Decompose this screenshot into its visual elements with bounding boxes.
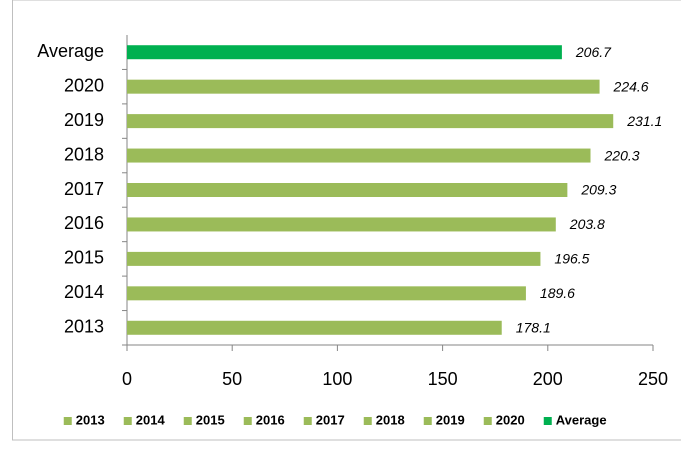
x-tick-label: 150 (428, 369, 458, 389)
value-label: 224.6 (613, 78, 649, 94)
value-label: 189.6 (540, 285, 575, 301)
y-tick-label: 2018 (64, 144, 104, 164)
y-tick-label: 2016 (64, 213, 104, 233)
x-tick-label: 250 (638, 369, 668, 389)
legend-swatch (483, 417, 492, 425)
bar (127, 251, 541, 266)
value-label: 220.3 (604, 147, 640, 163)
bar (127, 114, 614, 129)
bar (127, 148, 591, 163)
legend-swatch (183, 417, 192, 425)
legend-label: Average (556, 412, 607, 427)
bar (127, 217, 556, 232)
y-tick-label: 2015 (64, 248, 104, 268)
legend-label: 2019 (436, 412, 465, 427)
legend-label: 2016 (256, 412, 285, 427)
value-label: 231.1 (626, 113, 662, 129)
value-label: 196.5 (554, 251, 589, 267)
legend-label: 2013 (76, 412, 105, 427)
legend-swatch (303, 417, 312, 425)
y-tick-label: 2019 (64, 110, 104, 130)
legend-label: 2017 (316, 412, 345, 427)
y-tick-label: 2017 (64, 179, 104, 199)
y-tick-label: Average (37, 41, 104, 61)
bar (127, 320, 502, 335)
bar (127, 286, 526, 301)
legend-label: 2020 (496, 412, 525, 427)
legend-label: 2014 (136, 412, 166, 427)
bar (127, 183, 568, 197)
chart-frame (12, 0, 681, 441)
legend-label: 2018 (376, 412, 405, 427)
legend-label: 2015 (196, 412, 225, 427)
value-label: 203.8 (569, 216, 605, 232)
value-label: 209.3 (580, 182, 616, 198)
legend-swatch (123, 417, 132, 425)
y-tick-label: 2013 (64, 317, 104, 337)
x-tick-label: 200 (533, 369, 563, 389)
y-tick-label: 2014 (64, 282, 104, 302)
x-tick-label: 50 (222, 369, 242, 389)
legend-swatch (243, 417, 252, 425)
bar (127, 79, 600, 94)
value-label: 178.1 (516, 319, 551, 335)
legend-swatch (543, 417, 552, 425)
bar (127, 45, 562, 60)
legend-swatch (363, 417, 372, 425)
y-tick-label: 2020 (64, 75, 104, 95)
legend-swatch (423, 417, 432, 425)
x-tick-label: 0 (122, 369, 132, 389)
x-tick-label: 100 (322, 369, 352, 389)
legend-swatch (63, 417, 72, 425)
value-label: 206.7 (575, 44, 612, 60)
